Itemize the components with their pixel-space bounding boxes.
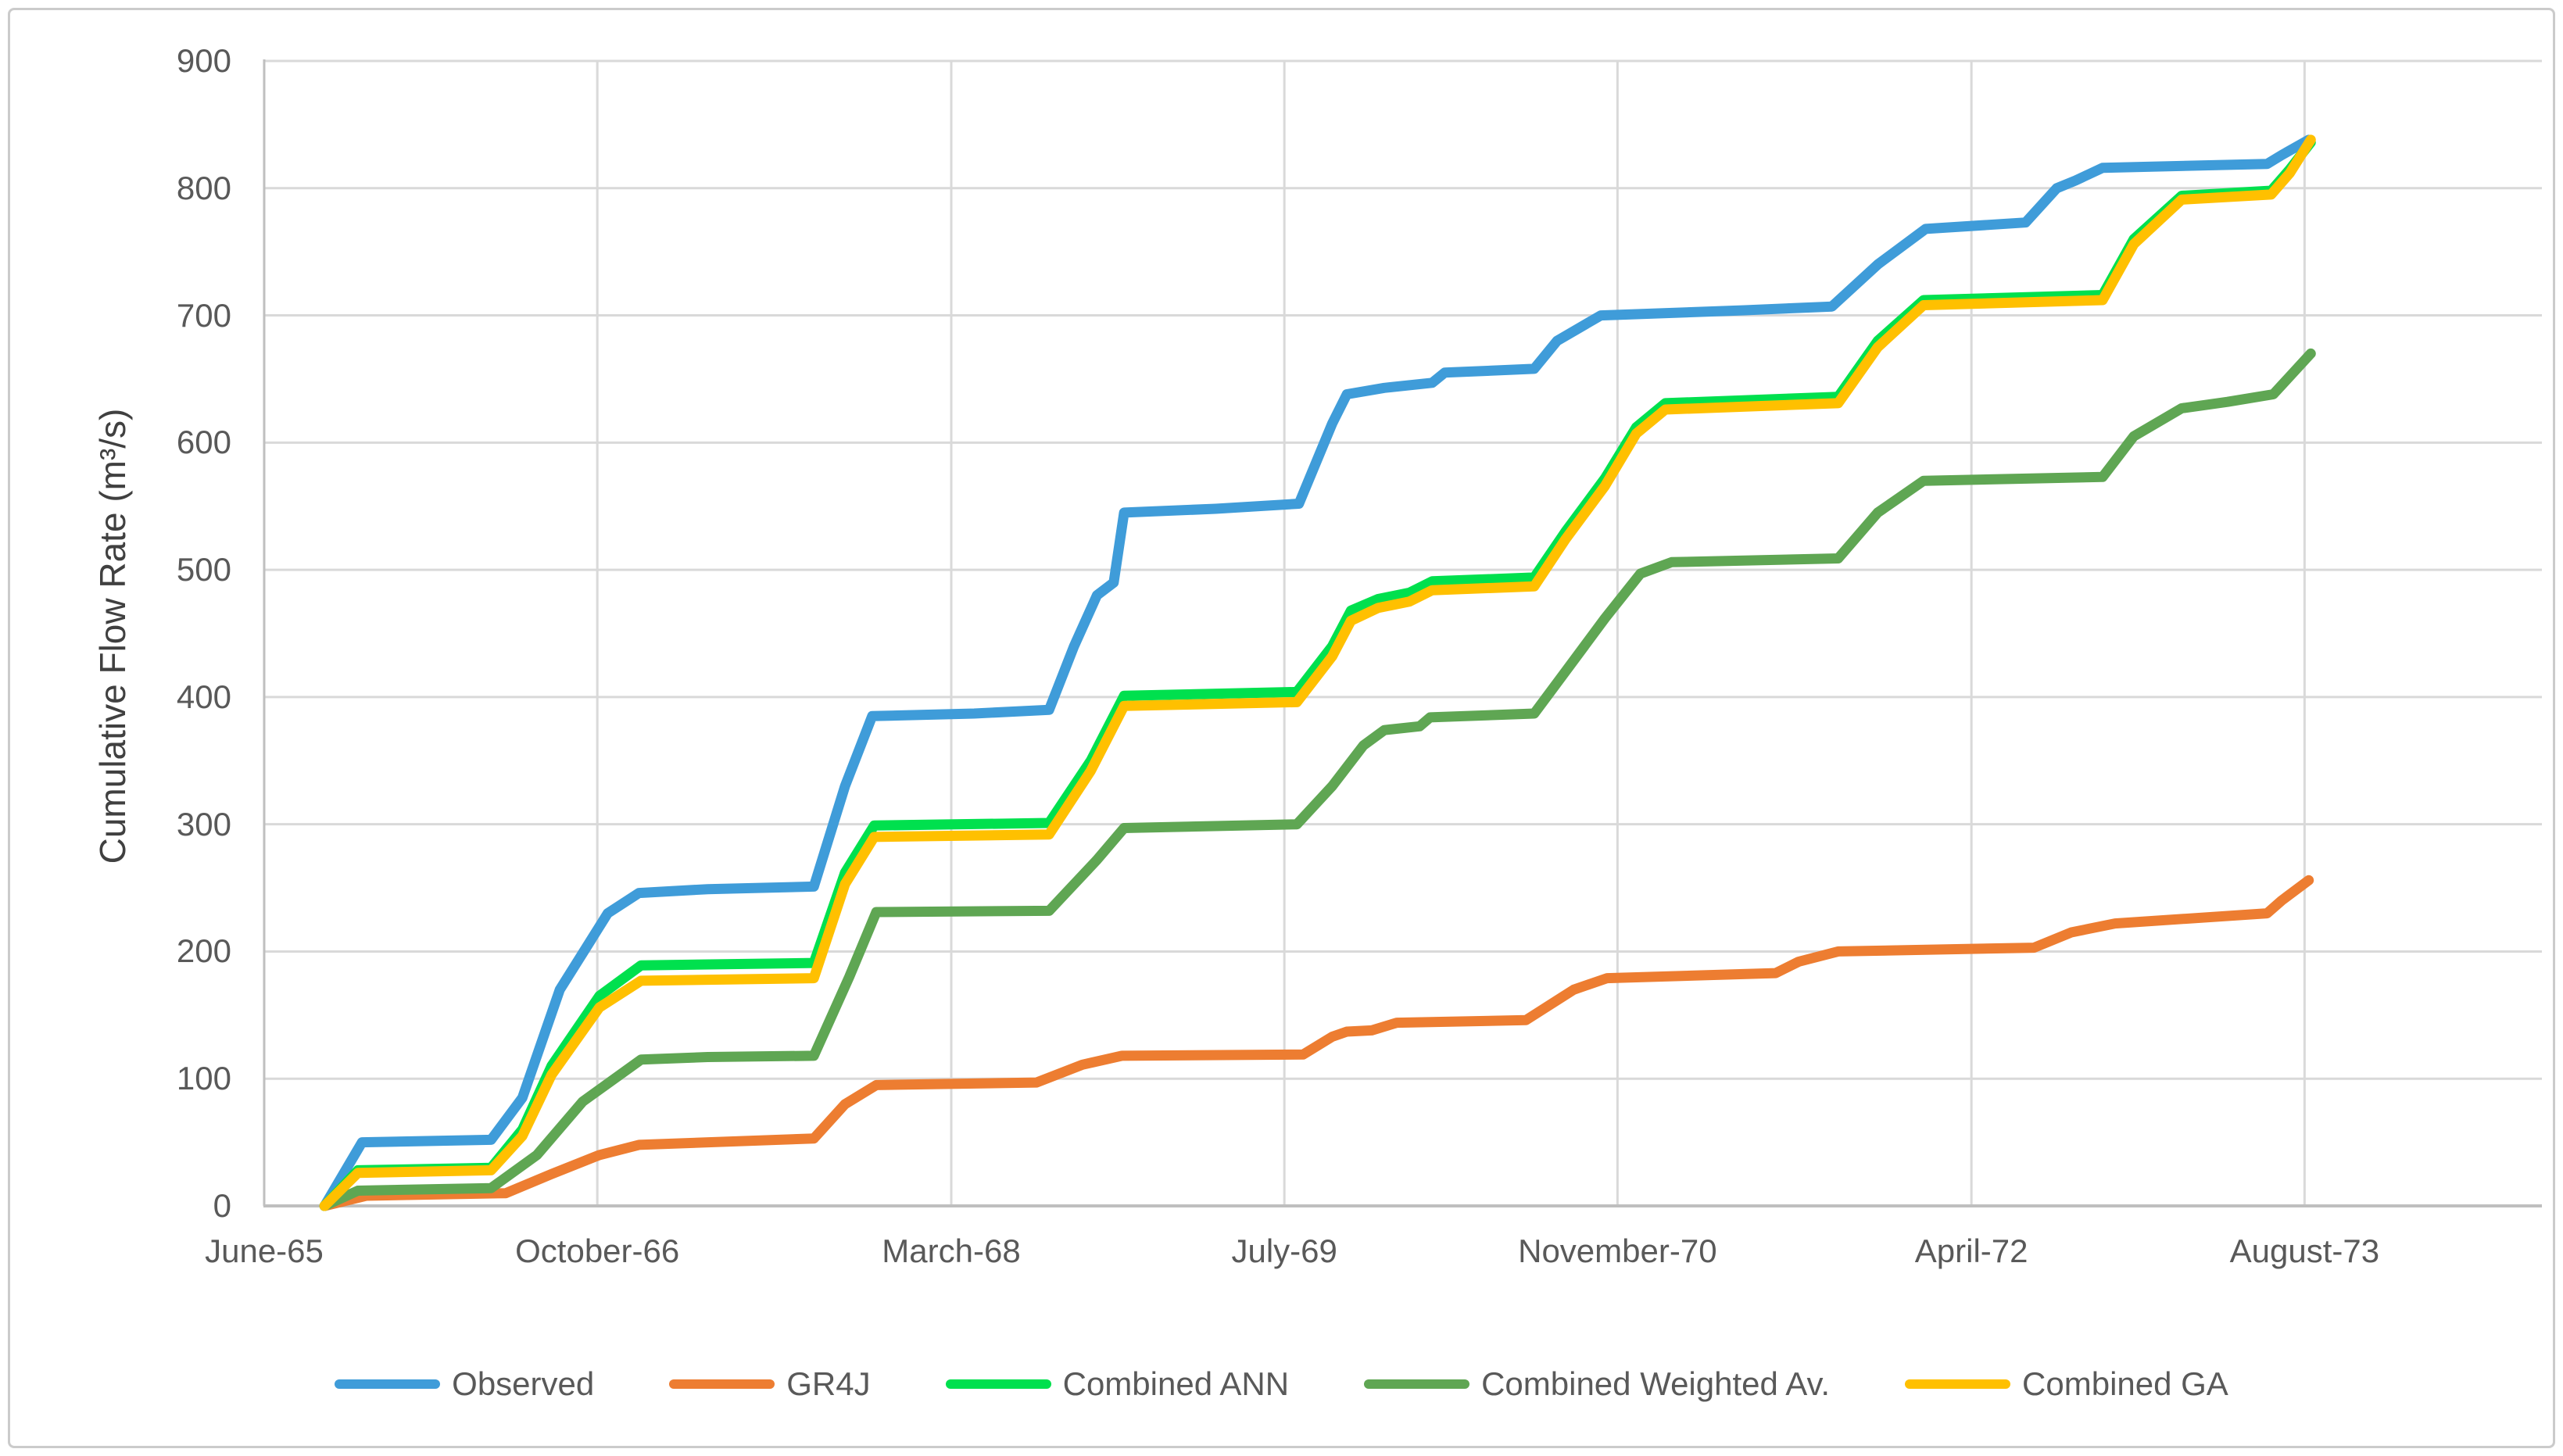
x-tick-label: November-70	[1518, 1232, 1717, 1269]
y-tick-label: 800	[176, 169, 231, 206]
legend-item-gr4j: GR4J	[669, 1365, 871, 1403]
legend-item-combined-weighted-av: Combined Weighted Av.	[1364, 1365, 1830, 1403]
legend-item-combined-ann: Combined ANN	[945, 1365, 1290, 1403]
legend-swatch-combined-weighted-av	[1364, 1379, 1470, 1389]
y-tick-label: 100	[176, 1060, 231, 1097]
series-line-observed	[319, 134, 2314, 1211]
legend-item-combined-ga: Combined GA	[1905, 1365, 2228, 1403]
legend-swatch-gr4j	[669, 1379, 775, 1389]
series-line-combined-weighted-av	[319, 348, 2316, 1211]
legend-swatch-observed	[335, 1379, 441, 1389]
series-line-combined-ga	[319, 134, 2316, 1211]
x-tick-label: April-72	[1914, 1232, 2028, 1269]
y-tick-label: 0	[213, 1187, 231, 1224]
y-tick-label: 900	[176, 42, 231, 79]
legend-label: GR4J	[786, 1365, 871, 1402]
x-tick-label: October-66	[515, 1232, 680, 1269]
x-tick-label: March-68	[882, 1232, 1021, 1269]
y-tick-label: 300	[176, 805, 231, 842]
y-tick-label: 200	[176, 932, 231, 970]
legend: Observed GR4J Combined ANN Combined Weighte…	[0, 1357, 2563, 1411]
legend-swatch-combined-ga	[1905, 1379, 2011, 1389]
y-axis-title: Cumulative Flow Rate (m³/s)	[92, 408, 133, 864]
x-tick-label: June-65	[205, 1232, 324, 1269]
y-tick-label: 500	[176, 551, 231, 588]
y-tick-label: 600	[176, 424, 231, 461]
legend-label: Combined ANN	[1062, 1365, 1290, 1402]
x-tick-label: August-73	[2229, 1232, 2380, 1269]
legend-label: Observed	[452, 1365, 595, 1402]
legend-label: Combined Weighted Av.	[1481, 1365, 1831, 1402]
y-tick-label: 400	[176, 678, 231, 715]
figure-border	[8, 8, 2555, 1448]
legend-swatch-combined-ann	[945, 1379, 1051, 1389]
legend-label: Combined GA	[2022, 1365, 2228, 1402]
series-line-gr4j	[319, 875, 2314, 1211]
x-tick-label: July-69	[1231, 1232, 1337, 1269]
y-tick-label: 700	[176, 296, 231, 334]
legend-item-observed: Observed	[335, 1365, 594, 1403]
